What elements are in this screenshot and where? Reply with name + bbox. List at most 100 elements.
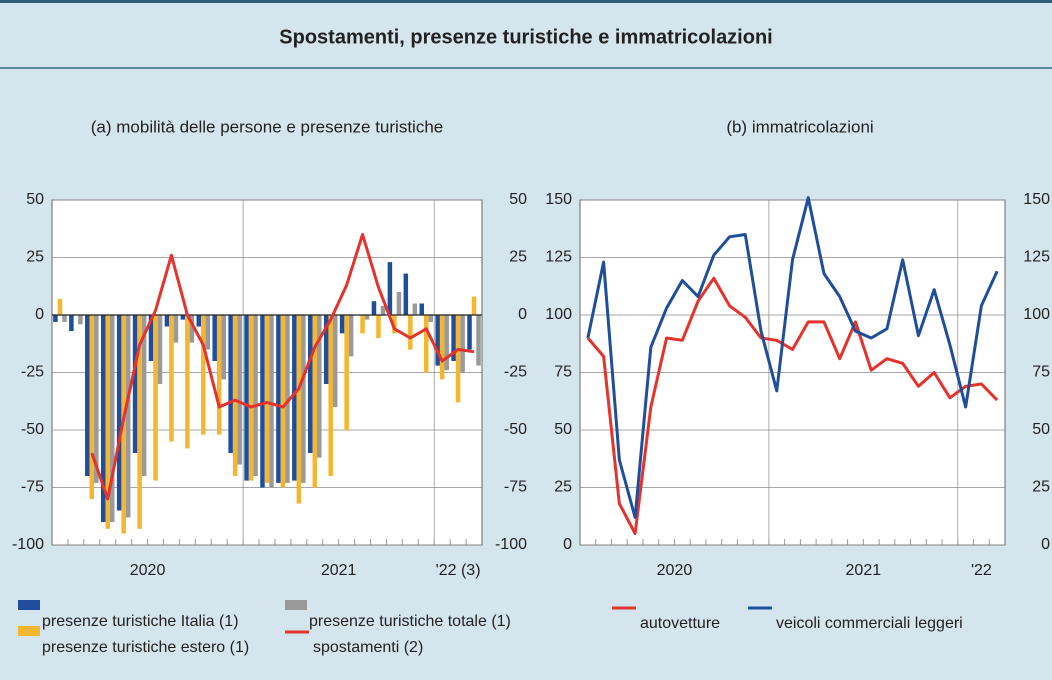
bar [360,315,365,334]
y-tick-label: -50 [21,421,44,438]
y-tick-label: -75 [21,479,44,496]
bar [424,315,429,373]
bar [105,315,110,529]
x-year-label: 2020 [130,562,166,579]
legend-swatch [18,600,40,610]
bar [237,315,242,465]
bar [276,315,281,483]
y-tick-label: 125 [545,249,572,266]
bar [419,303,425,315]
panel-title: (b) immatricolazioni [726,117,873,136]
x-year-label: '22 [971,562,992,579]
y-tick-label-right: -25 [504,364,527,381]
bar [232,315,238,476]
y-tick-label: 50 [554,421,572,438]
y-tick-label: 25 [554,479,572,496]
bar [371,301,377,315]
y-tick-label-right: 125 [1023,249,1050,266]
bar [216,315,222,435]
bar [467,315,472,350]
bar [344,315,349,430]
bar [451,315,456,361]
y-tick-label: 75 [554,364,572,381]
legend-label: presenze turistiche totale (1) [309,613,511,630]
legend-label: presenze turistiche Italia (1) [42,613,239,630]
line-series [90,233,475,501]
y-tick-label-right: 75 [1032,364,1050,381]
y-tick-label-right: -75 [504,479,527,496]
bar [189,315,195,343]
x-year-label: 2021 [846,562,882,579]
legend-label: spostamenti (2) [313,639,423,656]
bar [396,292,402,315]
top-border [0,0,1052,3]
bar [153,315,158,481]
legend-swatch [285,600,307,610]
y-tick-label: -25 [21,364,44,381]
bar [323,315,329,384]
bar [403,273,409,315]
bar [53,315,58,322]
bar [244,315,249,481]
x-year-label: 2021 [321,562,357,579]
legend-label: veicoli commerciali leggeri [776,615,963,632]
y-tick-label: 0 [563,536,572,553]
bar [260,315,265,488]
bar [439,315,445,380]
bar [109,315,115,522]
y-tick-label-right: 150 [1023,191,1050,208]
bar [185,315,190,449]
bar [332,315,338,407]
bar [205,315,211,350]
y-tick-label: 100 [545,306,572,323]
bar [428,315,434,322]
bar [376,315,381,338]
bar [312,315,318,488]
y-tick-label-right: 50 [1032,421,1050,438]
bar [308,315,313,453]
y-tick-label: -100 [12,536,44,553]
bar [328,315,333,476]
bar [471,296,477,315]
y-tick-label-right: 50 [509,191,527,208]
bar [94,315,99,483]
bar [380,305,386,315]
bar [157,315,163,384]
line-series [586,196,999,519]
bar [85,315,90,476]
bar [148,315,154,361]
bar [285,315,290,483]
y-tick-label-right: 25 [1032,479,1050,496]
y-tick-label-right: 25 [509,249,527,266]
legend-label: presenze turistiche estero (1) [42,639,249,656]
bar [141,315,147,476]
bar [364,315,370,320]
x-year-label: 2020 [657,562,693,579]
bar [455,315,461,403]
panel-title: (a) mobilità delle persone e presenze tu… [91,117,443,136]
bar [180,315,186,320]
bar [392,315,397,334]
bar [69,315,74,332]
bar [57,298,63,315]
bar [173,315,179,343]
y-tick-label-right: -100 [495,536,527,553]
bar [280,315,286,488]
bar [264,315,270,483]
bar [100,315,106,522]
y-tick-label: 0 [35,306,44,323]
bar [137,315,142,529]
bar [317,315,322,458]
bar [460,315,465,373]
bar [132,315,138,453]
bar [125,315,131,518]
bar [248,315,254,481]
bar [116,315,122,511]
x-year-label: '22 (3) [436,562,481,579]
y-tick-label-right: 0 [1041,536,1050,553]
bar [387,262,393,315]
legend-swatch [18,626,40,636]
bar [201,315,206,435]
bar [408,315,413,350]
